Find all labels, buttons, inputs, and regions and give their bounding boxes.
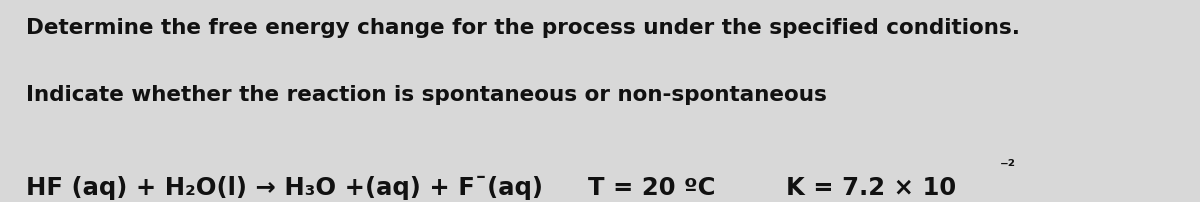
Text: HF (aq) + H₂O(l) → H₃O +(aq) + F¯(aq): HF (aq) + H₂O(l) → H₃O +(aq) + F¯(aq) [26,176,544,200]
Text: K = 7.2 × 10: K = 7.2 × 10 [786,176,956,200]
Text: Determine the free energy change for the process under the specified conditions.: Determine the free energy change for the… [26,18,1020,38]
Text: Indicate whether the reaction is spontaneous or non-spontaneous: Indicate whether the reaction is spontan… [26,85,827,105]
Text: ⁻²: ⁻² [1000,158,1015,176]
Text: T = 20 ºC: T = 20 ºC [588,176,715,200]
